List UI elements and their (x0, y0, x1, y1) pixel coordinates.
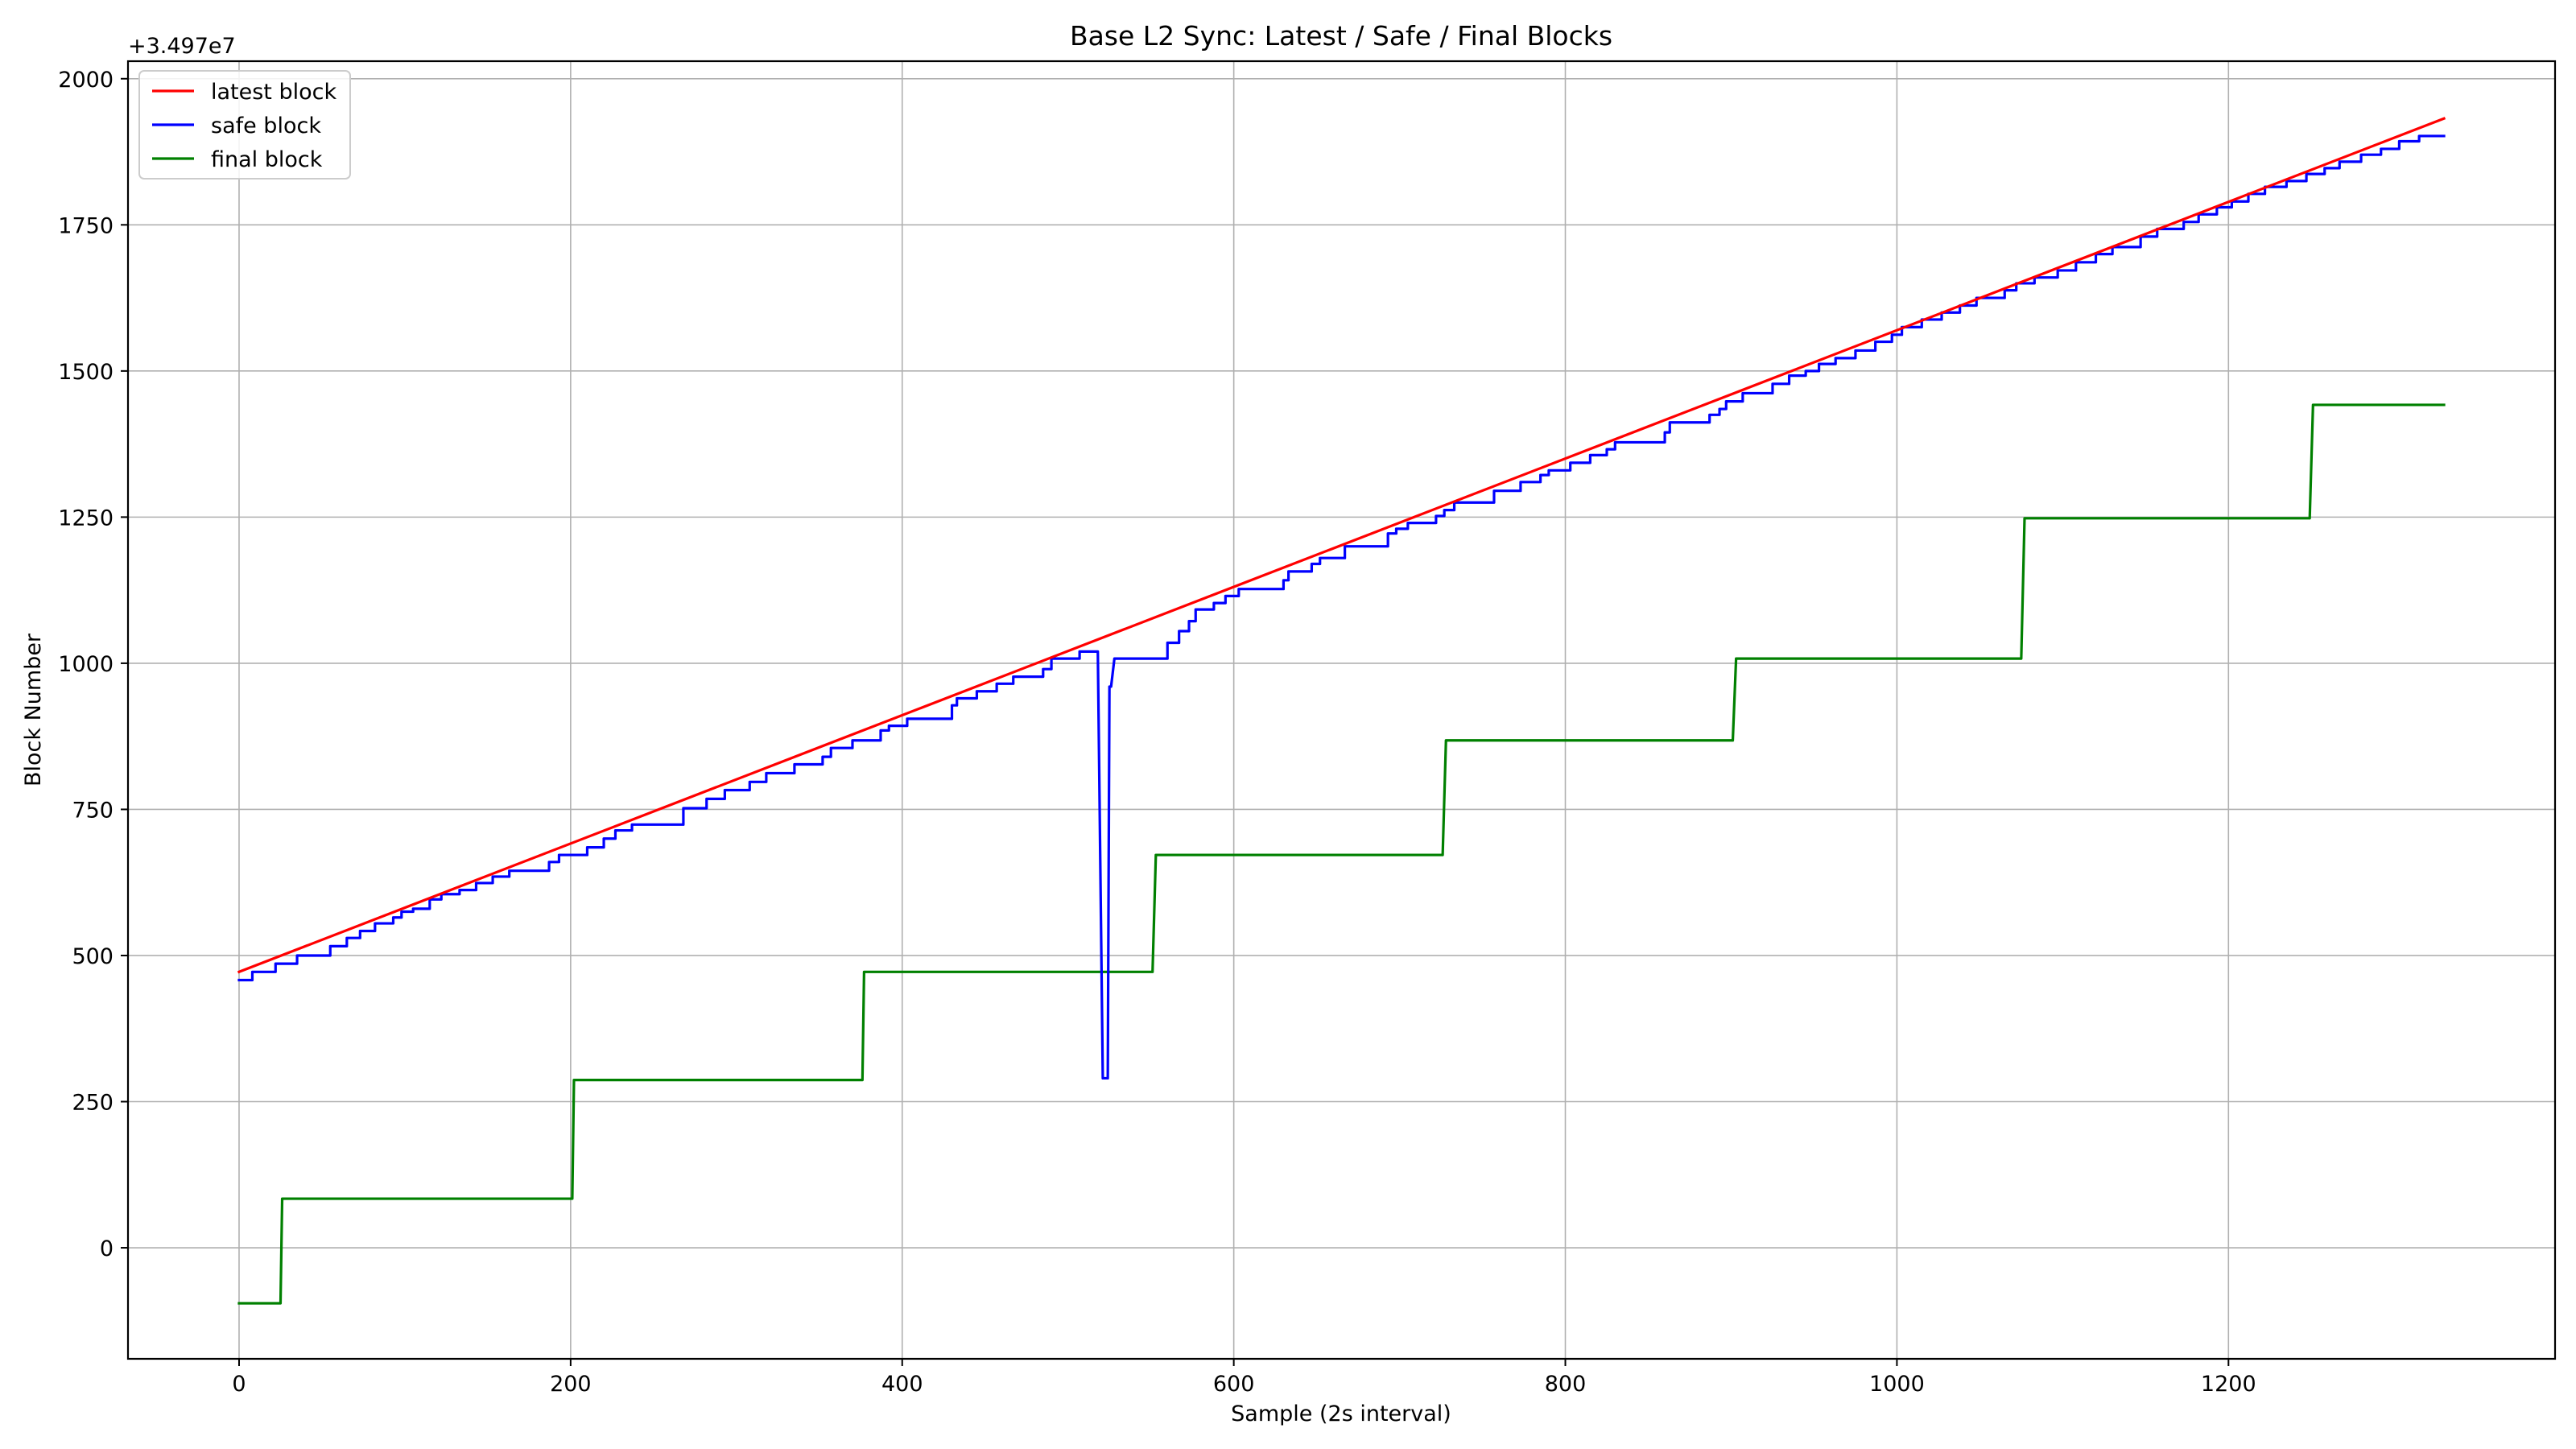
legend-label: safe block (211, 114, 321, 138)
y-tick-label: 1000 (58, 652, 114, 677)
y-axis-offset-label: +3.497e7 (128, 34, 236, 59)
y-tick-label: 250 (72, 1091, 114, 1116)
grid-lines (128, 61, 2555, 1359)
x-axis-label: Sample (2s interval) (1231, 1402, 1451, 1426)
legend-box (138, 70, 351, 180)
y-axis-label: Block Number (21, 633, 46, 786)
y-tick-label: 1750 (58, 213, 114, 238)
x-tick-label: 0 (232, 1372, 246, 1397)
chart-title: Base L2 Sync: Latest / Safe / Final Bloc… (1070, 20, 1612, 52)
x-tick-label: 1200 (2201, 1372, 2256, 1397)
legend: latest block safe block final block (138, 70, 351, 180)
plot-frame (126, 60, 2557, 1360)
y-tick-label: 1250 (58, 506, 114, 530)
x-tick-label: 600 (1213, 1372, 1255, 1397)
y-tick-label: 2000 (58, 68, 114, 93)
x-tick-label: 1000 (1869, 1372, 1925, 1397)
legend-label: final block (211, 147, 323, 172)
axis-ticks: 0 200 400 600 800 1000 1200 0 250 500 750 1000 1250 1… (58, 68, 2256, 1397)
y-tick-label: 500 (72, 944, 114, 969)
x-tick-label: 200 (550, 1372, 592, 1397)
y-tick-label: 0 (100, 1236, 114, 1261)
y-tick-label: 1500 (58, 360, 114, 385)
series-line-latest-block (237, 117, 2446, 974)
series-lines (237, 117, 2446, 1305)
legend-label: latest block (211, 80, 336, 105)
series-line-safe-block (237, 134, 2446, 1080)
x-tick-label: 800 (1545, 1372, 1587, 1397)
series-line-final-block (237, 403, 2446, 1305)
x-tick-label: 400 (881, 1372, 923, 1397)
y-tick-label: 750 (72, 798, 114, 823)
